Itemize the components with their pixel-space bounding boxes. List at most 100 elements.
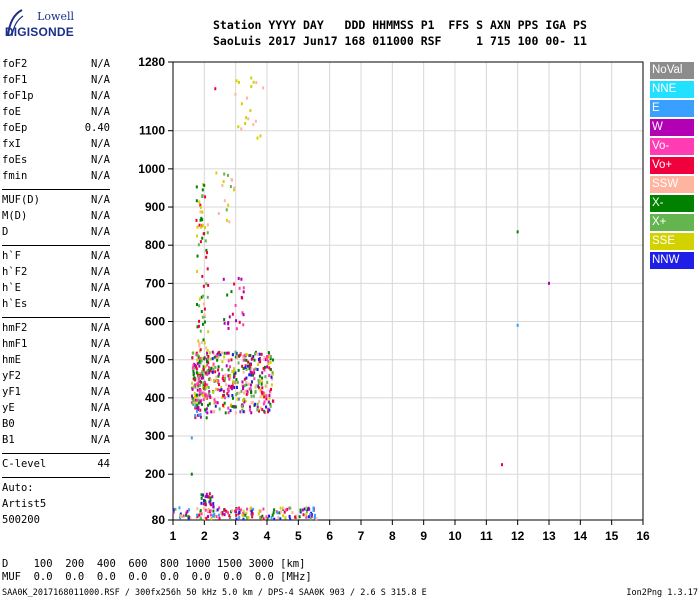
- echo-point: [197, 401, 200, 405]
- echo-point: [206, 509, 209, 513]
- param-name: C-level: [2, 458, 47, 470]
- echo-point: [236, 397, 239, 401]
- echo-point: [199, 210, 202, 214]
- echo-point: [199, 225, 202, 229]
- param-value: 0.40: [84, 122, 110, 134]
- param-value: N/A: [91, 106, 110, 118]
- echo-point: [200, 357, 203, 361]
- param-name: D: [2, 226, 9, 238]
- echo-point: [185, 511, 188, 515]
- echo-point: [202, 284, 205, 288]
- echo-point: [215, 515, 218, 519]
- echo-point: [213, 355, 216, 359]
- echo-point: [308, 507, 311, 511]
- echo-point: [269, 367, 272, 371]
- param-row: yF1 N/A: [2, 386, 110, 401]
- echo-point: [265, 394, 268, 398]
- echo-point: [248, 367, 251, 371]
- echo-point: [211, 495, 214, 499]
- echo-point: [235, 319, 238, 323]
- echo-point: [257, 381, 260, 385]
- echo-point: [272, 358, 275, 362]
- echo-point: [246, 364, 249, 368]
- echo-point: [199, 205, 202, 209]
- echo-point: [196, 362, 199, 366]
- echo-point: [203, 381, 206, 385]
- param-name: yE: [2, 402, 15, 414]
- echo-point: [251, 400, 254, 404]
- echo-point: [201, 371, 204, 375]
- echo-point: [196, 413, 199, 417]
- echo-point: [226, 173, 229, 177]
- echo-point: [279, 517, 282, 521]
- x-tick-label: 1: [170, 529, 177, 543]
- echo-point: [190, 401, 193, 405]
- echo-point: [245, 96, 248, 100]
- echo-point: [310, 514, 313, 518]
- echo-point: [241, 404, 244, 408]
- echo-point: [245, 511, 248, 515]
- echo-point: [315, 517, 318, 521]
- echo-point: [194, 404, 197, 408]
- echo-point: [204, 387, 207, 391]
- echo-point: [233, 282, 236, 286]
- echo-point: [206, 223, 209, 227]
- echo-point: [242, 323, 245, 327]
- echo-point: [254, 367, 257, 371]
- echo-point: [217, 365, 220, 369]
- echo-point: [202, 398, 205, 402]
- echo-point: [223, 513, 226, 517]
- echo-point: [227, 368, 230, 372]
- echo-point: [302, 513, 305, 517]
- echo-point: [201, 373, 204, 377]
- echo-point: [263, 409, 266, 413]
- echo-point: [270, 383, 273, 387]
- echo-point: [227, 406, 230, 410]
- echo-point: [233, 370, 236, 374]
- param-value: N/A: [91, 402, 110, 414]
- echo-point: [229, 374, 232, 378]
- echo-point: [205, 396, 208, 400]
- echo-point: [209, 369, 212, 373]
- echo-point: [207, 371, 210, 375]
- echo-point: [199, 329, 202, 333]
- echo-point: [206, 411, 209, 415]
- echo-point: [202, 393, 205, 397]
- echo-point: [248, 365, 251, 369]
- y-tick-label: 1100: [139, 124, 165, 138]
- echo-point: [199, 361, 202, 365]
- echo-point: [238, 391, 241, 395]
- echo-point: [247, 360, 250, 364]
- echo-point: [216, 355, 219, 359]
- echo-point: [244, 513, 247, 517]
- echo-point: [249, 508, 252, 512]
- echo-point: [202, 499, 205, 503]
- echo-point: [229, 185, 232, 189]
- echo-point: [199, 388, 202, 392]
- echo-point: [254, 402, 257, 406]
- echo-point: [217, 368, 220, 372]
- echo-point: [268, 408, 271, 412]
- echo-point: [228, 514, 231, 518]
- echo-point: [212, 378, 215, 382]
- x-tick-label: 8: [389, 529, 396, 543]
- y-tick-label: 700: [145, 276, 165, 290]
- param-row: fxI N/A: [2, 138, 110, 153]
- echo-point: [207, 354, 210, 358]
- echo-point: [235, 507, 238, 511]
- echo-point: [210, 410, 213, 414]
- echo-point: [205, 385, 208, 389]
- echo-point: [214, 87, 217, 91]
- echo-point: [216, 508, 219, 512]
- echo-point: [226, 351, 229, 355]
- echo-point: [249, 370, 252, 374]
- y-tick-label: 1000: [138, 162, 165, 176]
- echo-point: [198, 358, 201, 362]
- echo-point: [223, 508, 226, 512]
- echo-point: [220, 386, 223, 390]
- echo-point: [203, 315, 206, 319]
- echo-point: [238, 353, 241, 357]
- x-tick-label: 10: [448, 529, 462, 543]
- echo-point: [289, 506, 292, 510]
